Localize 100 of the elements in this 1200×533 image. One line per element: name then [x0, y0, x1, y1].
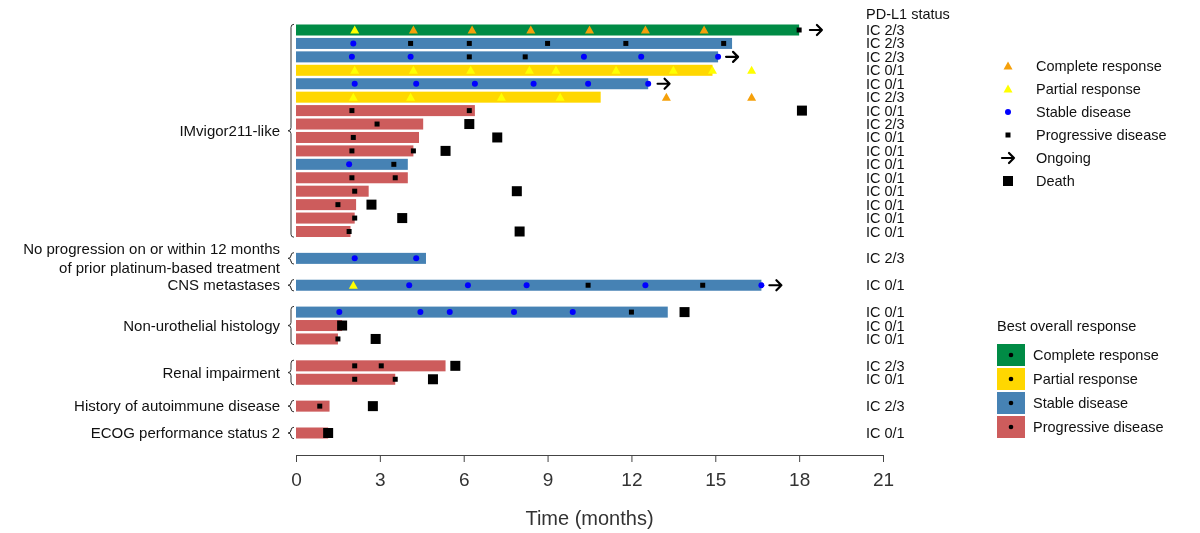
bar	[296, 91, 601, 103]
point	[530, 80, 537, 87]
point	[317, 403, 323, 409]
point	[366, 199, 377, 210]
point	[350, 40, 357, 47]
point	[440, 145, 451, 156]
point	[350, 65, 360, 74]
bar	[296, 373, 396, 385]
point	[352, 215, 358, 221]
legend-title: Best overall response	[997, 318, 1137, 334]
point	[522, 54, 528, 60]
legend-label: Death	[1036, 173, 1075, 189]
point	[346, 161, 353, 168]
bar	[296, 37, 733, 49]
point	[352, 376, 358, 382]
text: History of autoimmune disease	[74, 397, 280, 415]
point	[323, 428, 334, 438]
x-tick-label: 9	[542, 468, 554, 490]
point	[496, 92, 506, 101]
bar	[296, 360, 446, 372]
point	[492, 132, 503, 143]
bar	[296, 320, 343, 332]
point	[707, 65, 717, 74]
legend-label: Partial response	[1036, 81, 1141, 97]
point	[638, 53, 645, 60]
point	[642, 282, 649, 289]
point	[348, 53, 355, 60]
legend-label: Complete response	[1033, 347, 1159, 363]
point	[511, 309, 518, 316]
point	[351, 255, 358, 262]
bar	[296, 64, 713, 76]
bar	[296, 333, 338, 345]
point	[551, 65, 561, 74]
point	[715, 53, 722, 60]
point	[350, 25, 360, 34]
point	[348, 92, 358, 101]
point	[645, 80, 652, 87]
point	[640, 25, 650, 34]
x-tick-label: 21	[872, 468, 895, 490]
point	[352, 188, 358, 194]
x-tick-label: 12	[621, 468, 643, 490]
point	[721, 40, 727, 46]
point	[661, 92, 671, 101]
point	[555, 92, 565, 101]
point	[413, 80, 420, 87]
point	[585, 282, 591, 288]
bar	[296, 172, 408, 184]
legend-label: Stable disease	[1033, 395, 1129, 411]
bar	[296, 199, 357, 211]
text: CNS metastases	[167, 276, 280, 294]
point	[747, 65, 757, 74]
y-tick-label: IC 2/3	[866, 22, 905, 38]
point	[545, 40, 551, 46]
point	[526, 25, 536, 34]
point	[580, 53, 587, 60]
text: Renal impairment	[162, 363, 281, 381]
point	[392, 376, 398, 382]
point	[410, 148, 416, 154]
bar	[296, 279, 762, 291]
bar	[296, 400, 330, 412]
point	[446, 309, 453, 316]
point	[427, 374, 438, 385]
legend-label: Progressive disease	[1036, 127, 1167, 143]
point	[464, 282, 471, 289]
y-tick-label: IC 2/3	[866, 357, 905, 374]
point	[623, 40, 629, 46]
point	[335, 202, 341, 208]
point	[406, 92, 416, 101]
bar	[296, 118, 424, 130]
point	[523, 282, 530, 289]
x-tick-label: 6	[458, 468, 470, 490]
point	[585, 25, 594, 34]
text: Non-urothelial histology	[123, 316, 281, 334]
x-tick-label: 18	[789, 468, 811, 490]
legend-label: Partial response	[1033, 371, 1138, 387]
point	[367, 401, 378, 412]
point	[585, 80, 592, 87]
bar	[296, 78, 649, 90]
bar	[296, 225, 351, 238]
point	[524, 65, 534, 74]
point	[352, 363, 358, 369]
point	[349, 175, 355, 181]
bar	[296, 212, 355, 224]
point	[392, 175, 398, 181]
bar	[296, 252, 426, 264]
point	[611, 65, 621, 74]
point	[569, 309, 576, 316]
point	[747, 92, 757, 101]
point	[349, 108, 355, 114]
bar	[296, 185, 369, 197]
bar	[296, 51, 719, 63]
point	[417, 309, 424, 316]
point	[628, 309, 634, 315]
point	[464, 119, 475, 130]
legend-label: Complete response	[1036, 58, 1162, 74]
point	[796, 27, 802, 33]
point	[350, 134, 356, 140]
point	[466, 108, 472, 114]
y-tick-label: IC 0/1	[866, 425, 905, 441]
point	[466, 40, 472, 46]
